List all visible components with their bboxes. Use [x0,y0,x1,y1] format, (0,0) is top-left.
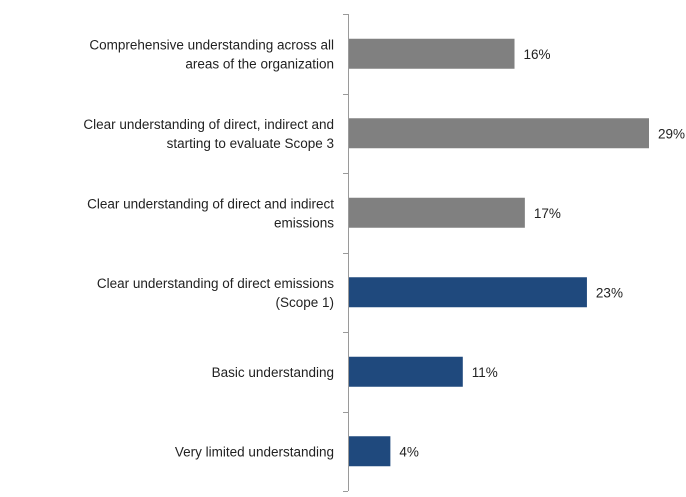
bar [349,118,649,149]
category-label-line: Clear understanding of direct emissions [97,276,334,291]
bar [349,436,391,467]
category-labels: Comprehensive understanding across all ar… [83,37,334,459]
value-label: 29% [658,126,685,141]
category-label: Clear understanding of direct and indire… [87,196,334,230]
category-label-line: Very limited understanding [175,444,334,459]
bar [349,197,525,228]
category-label: Comprehensive understanding across all ar… [89,37,334,71]
value-label: 17% [534,206,561,221]
category-label: Basic understanding [212,365,334,380]
category-label-line: Clear understanding of direct and indire… [87,196,334,211]
bar [349,38,515,69]
category-label-line: Basic understanding [212,365,334,380]
value-label: 23% [596,285,623,300]
bars [349,38,649,467]
value-label: 11% [472,365,498,380]
category-label-line: areas of the organization [185,56,334,71]
bar [349,277,587,308]
category-label-line: Comprehensive understanding across all [89,37,334,52]
value-label: 4% [399,444,419,459]
category-label-line: emissions [274,215,334,230]
category-label: Clear understanding of direct emissions (… [97,276,334,310]
category-label: Very limited understanding [175,444,334,459]
category-label-line: (Scope 1) [275,295,334,310]
category-label-line: starting to evaluate Scope 3 [167,136,334,151]
axis-ticks [343,14,348,492]
category-label: Clear understanding of direct, indirect … [83,117,334,151]
category-label-line: Clear understanding of direct, indirect … [83,117,334,132]
bar [349,356,463,387]
value-label: 16% [524,47,551,62]
value-labels: 16% 29% 17% 23% 11% 4% [399,47,685,460]
